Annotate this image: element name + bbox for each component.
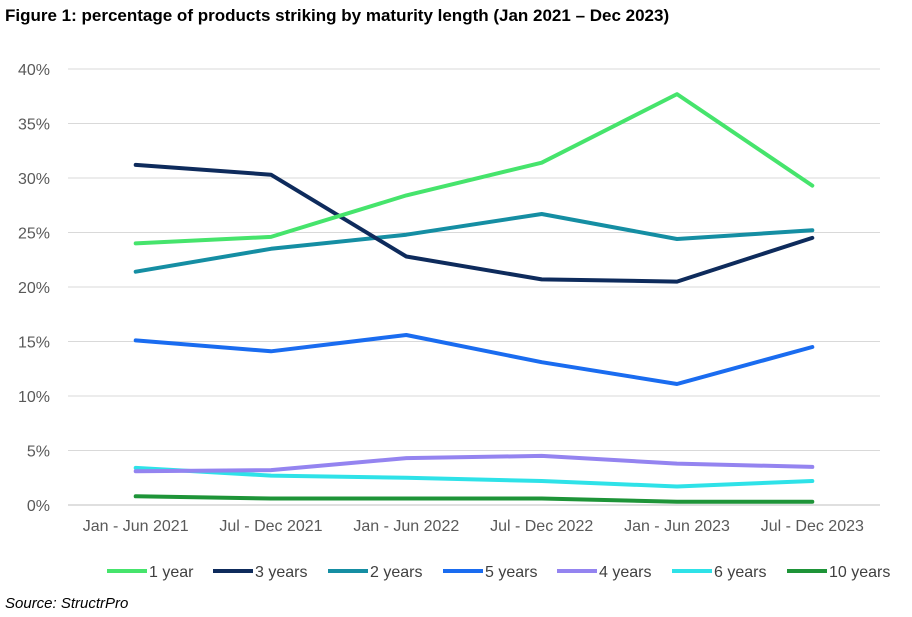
y-tick-label: 30% — [18, 171, 50, 188]
legend-item: 2 years — [328, 564, 422, 581]
series-lines — [133, 92, 815, 504]
x-axis-ticks: Jan - Jun 2021 Jul - Dec 2021 Jan - Jun 20… — [83, 518, 864, 535]
legend-label: 2 years — [370, 564, 422, 581]
series-line-2-years — [133, 212, 815, 274]
x-tick-label: Jan - Jun 2021 — [83, 518, 189, 535]
legend-item: 6 years — [672, 564, 766, 581]
y-tick-label: 15% — [18, 335, 50, 352]
legend-label: 10 years — [829, 564, 890, 581]
legend-item: 5 years — [443, 564, 537, 581]
legend-label: 3 years — [255, 564, 307, 581]
y-tick-label: 35% — [18, 117, 50, 134]
x-tick-label: Jul - Dec 2022 — [490, 518, 593, 535]
source-note: Source: StructrPro — [5, 595, 129, 612]
legend-label: 1 year — [149, 564, 194, 581]
series-line-5-years — [133, 333, 815, 386]
y-axis-ticks: 0% 5% 10% 15% 20% 25% 30% 35% 40% — [18, 62, 50, 515]
y-tick-label: 25% — [18, 226, 50, 243]
y-tick-label: 20% — [18, 280, 50, 297]
x-tick-label: Jul - Dec 2021 — [219, 518, 322, 535]
chart-title: Figure 1: percentage of products strikin… — [5, 6, 670, 25]
y-tick-label: 5% — [27, 444, 50, 461]
y-tick-label: 40% — [18, 62, 50, 79]
legend-item: 3 years — [213, 564, 307, 581]
x-tick-label: Jan - Jun 2022 — [353, 518, 459, 535]
x-tick-label: Jul - Dec 2023 — [761, 518, 864, 535]
x-tick-label: Jan - Jun 2023 — [624, 518, 730, 535]
series-line-1-year — [133, 92, 815, 246]
gridlines — [68, 68, 880, 506]
legend-item: 4 years — [557, 564, 651, 581]
series-line-4-years — [133, 453, 815, 474]
legend: 1 year 3 years 2 years 5 years 4 years 6 year… — [107, 564, 890, 581]
legend-item: 10 years — [787, 564, 890, 581]
legend-item: 1 year — [107, 564, 194, 581]
legend-label: 5 years — [485, 564, 537, 581]
legend-label: 4 years — [599, 564, 651, 581]
series-line-6-years — [133, 465, 815, 489]
series-line-10-years — [133, 494, 815, 504]
y-tick-label: 10% — [18, 389, 50, 406]
legend-label: 6 years — [714, 564, 766, 581]
series-line-3-years — [133, 162, 815, 284]
y-tick-label: 0% — [27, 498, 50, 515]
